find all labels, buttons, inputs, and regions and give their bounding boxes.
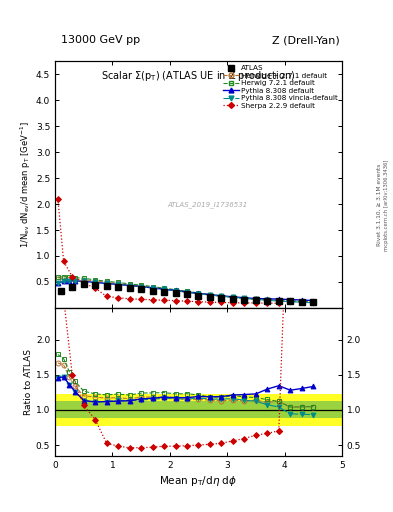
X-axis label: Mean p$_\mathregular{T}$/d$\eta$ d$\phi$: Mean p$_\mathregular{T}$/d$\eta$ d$\phi$ [160,474,237,488]
Text: mcplots.cern.ch [arXiv:1306.3436]: mcplots.cern.ch [arXiv:1306.3436] [384,159,389,250]
Y-axis label: 1/N$_\mathregular{ev}$ dN$_\mathregular{ev}$/d mean p$_\mathregular{T}$ [GeV$^{-: 1/N$_\mathregular{ev}$ dN$_\mathregular{… [18,121,33,248]
Legend: ATLAS, Herwig++ 2.7.1 default, Herwig 7.2.1 default, Pythia 8.308 default, Pythi: ATLAS, Herwig++ 2.7.1 default, Herwig 7.… [222,63,340,110]
Text: 13000 GeV pp: 13000 GeV pp [61,35,140,45]
Text: ATLAS_2019_I1736531: ATLAS_2019_I1736531 [167,201,247,208]
Text: Z (Drell-Yan): Z (Drell-Yan) [272,35,340,45]
Y-axis label: Ratio to ATLAS: Ratio to ATLAS [24,349,33,415]
Text: Rivet 3.1.10, ≥ 3.1M events: Rivet 3.1.10, ≥ 3.1M events [377,164,382,246]
Text: Scalar $\Sigma$(p$_\mathregular{T}$) (ATLAS UE in Z production): Scalar $\Sigma$(p$_\mathregular{T}$) (AT… [101,69,296,83]
